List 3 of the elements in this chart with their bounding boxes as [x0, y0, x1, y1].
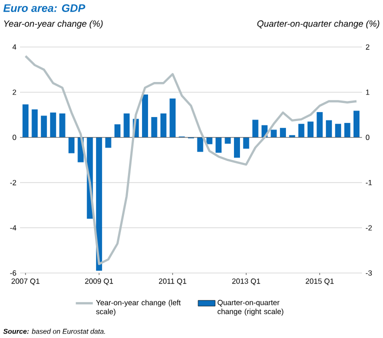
y-axis-title: Year-on-year change (%) — [4, 20, 103, 29]
chart-title: Euro area: GDP — [3, 4, 86, 12]
y2-axis-title: Quarter-on-quarter change (%) — [257, 20, 380, 29]
